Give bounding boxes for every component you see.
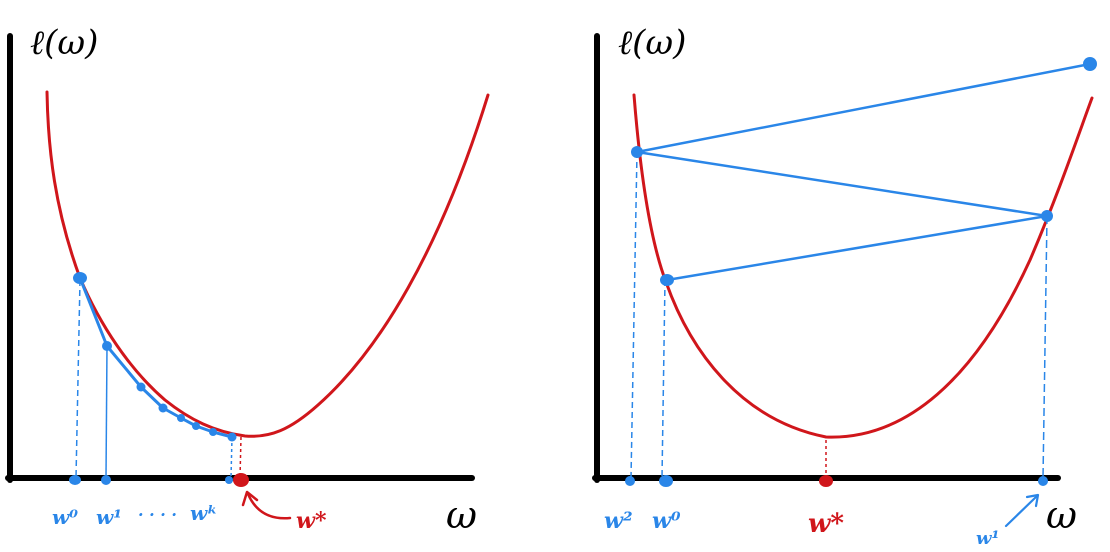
iterate-point [227,432,237,442]
left-descent-path [78,277,233,439]
iterate-point [158,403,168,413]
left-y-axis-label: ℓ(ω) [30,23,98,63]
right-loss-curve [632,93,1094,439]
right-drop-line-w1 [1042,215,1048,479]
left-x-axis-label: ω [446,493,477,537]
left-optimum-arrow [246,492,292,520]
right-optimum-point [819,475,833,487]
right-iterate-points [631,57,1097,286]
right-diverging-path [635,62,1091,282]
iterate-point [209,428,217,436]
left-wk-label: wᵏ [190,501,218,525]
right-w0-axis-point [659,475,673,487]
right-drop-line-w2 [630,151,638,479]
left-drop-line-wk [230,436,233,479]
iterate-point [136,382,146,392]
right-optimum-label: w* [808,509,844,539]
left-loss-curve [45,90,490,438]
left-optimum-arrowhead [241,490,259,507]
right-y-axis-label: ℓ(ω) [618,23,686,63]
right-w1-label: w¹ [976,528,999,549]
left-w0-label: w⁰ [52,505,78,529]
left-ellipsis-label: · · · · [138,505,177,524]
left-w1-label: w¹ [96,505,122,529]
left-drop-line-w1 [105,345,108,479]
right-x-axis-label: ω [1046,493,1077,537]
left-panel: ℓ(ω) ω w⁰ w¹ · · · · wᵏ w* [5,23,490,537]
iterate-point [192,422,200,430]
right-w2-label: w² [604,508,633,534]
left-drop-line-w0 [75,279,81,479]
iterate-point-w0 [660,274,674,286]
left-iterate-points [73,272,237,442]
left-optimum-point [233,473,249,487]
iterate-point-w2 [631,146,643,158]
iterate-point-w3 [1083,57,1097,71]
left-w0-axis-point [69,475,81,485]
right-w1-arrowhead [1025,493,1040,508]
left-wk-axis-point [225,476,233,484]
right-w1-arrow [1004,494,1039,528]
right-panel: ℓ(ω) ω w² w⁰ w* w¹ [592,23,1097,549]
iterate-point [73,272,87,284]
right-w0-label: w⁰ [652,508,681,534]
iterate-point [102,341,112,351]
iterate-point [177,414,185,422]
left-drop-line-optimum [239,436,242,479]
left-optimum-label: w* [296,508,327,534]
left-w1-axis-point [101,475,111,485]
iterate-point-w1 [1041,210,1053,222]
right-w2-axis-point [625,476,635,486]
right-drop-line-w0 [661,279,666,479]
right-w1-axis-point [1038,476,1048,486]
